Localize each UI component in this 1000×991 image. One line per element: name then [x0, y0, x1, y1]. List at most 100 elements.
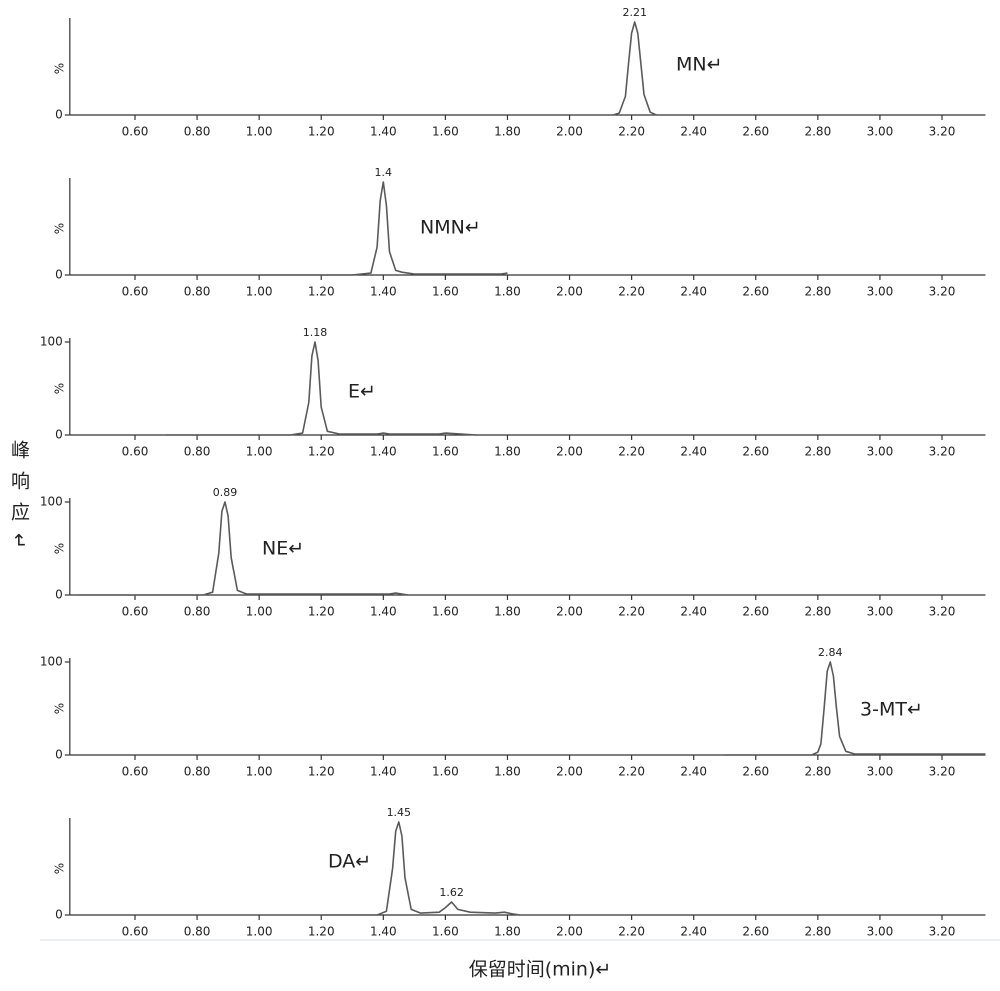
- x-tick-label: 1.20: [308, 925, 335, 939]
- x-tick-label: 0.80: [184, 925, 211, 939]
- x-axis-label: 保留时间(min)↵: [469, 959, 612, 981]
- trace: [321, 821, 521, 916]
- compound-label: NMN↵: [420, 217, 481, 239]
- peak-label: 1.45: [387, 806, 412, 819]
- y-label: %: [52, 223, 66, 234]
- trace: [612, 21, 657, 116]
- y-tick-label: 0: [55, 908, 63, 922]
- peak-label: 1.18: [303, 326, 328, 339]
- x-tick-label: 1.40: [370, 125, 397, 139]
- x-tick-label: 1.00: [246, 925, 273, 939]
- x-tick-label: 0.60: [122, 445, 149, 459]
- x-tick-label: 2.80: [804, 605, 831, 619]
- x-tick-label: 0.80: [184, 125, 211, 139]
- x-tick-label: 1.60: [432, 925, 459, 939]
- trace: [724, 661, 986, 756]
- compound-label: 3-MT↵: [860, 699, 923, 721]
- x-tick-label: 2.00: [556, 925, 583, 939]
- x-tick-label: 2.40: [680, 925, 707, 939]
- x-tick-label: 1.20: [308, 605, 335, 619]
- x-tick-label: 2.60: [742, 765, 769, 779]
- x-tick-label: 2.60: [742, 125, 769, 139]
- x-tick-label: 1.80: [494, 925, 521, 939]
- x-tick-label: 1.20: [308, 285, 335, 299]
- x-tick-label: 2.00: [556, 125, 583, 139]
- x-tick-label: 2.60: [742, 285, 769, 299]
- x-tick-label: 1.60: [432, 605, 459, 619]
- x-tick-label: 2.20: [618, 605, 645, 619]
- x-tick-label: 2.60: [742, 445, 769, 459]
- x-tick-label: 1.20: [308, 765, 335, 779]
- x-tick-label: 2.40: [680, 125, 707, 139]
- x-tick-label: 1.00: [246, 765, 273, 779]
- x-tick-label: 3.00: [867, 445, 894, 459]
- y-tick-label: 0: [55, 588, 63, 602]
- y-label: %: [52, 863, 66, 874]
- x-tick-label: 1.40: [370, 445, 397, 459]
- x-tick-label: 2.60: [742, 925, 769, 939]
- x-tick-label: 1.80: [494, 445, 521, 459]
- y-tick-label: 0: [55, 268, 63, 282]
- x-tick-label: 2.20: [618, 125, 645, 139]
- compound-label: DA↵: [328, 851, 371, 873]
- x-tick-label: 1.20: [308, 125, 335, 139]
- x-tick-label: 2.80: [804, 285, 831, 299]
- x-tick-label: 0.80: [184, 605, 211, 619]
- x-tick-label: 2.00: [556, 605, 583, 619]
- y-tick-label: 100: [40, 495, 63, 509]
- x-tick-label: 1.40: [370, 765, 397, 779]
- x-tick-label: 2.40: [680, 765, 707, 779]
- x-tick-label: 2.80: [804, 925, 831, 939]
- x-tick-label: 3.00: [867, 765, 894, 779]
- x-tick-label: 0.80: [184, 285, 211, 299]
- y-tick-label: 100: [40, 335, 63, 349]
- peak-label: 1.4: [375, 166, 393, 179]
- x-tick-label: 2.60: [742, 605, 769, 619]
- x-tick-label: 2.40: [680, 285, 707, 299]
- x-tick-label: 3.20: [929, 605, 956, 619]
- peak-label: 0.89: [213, 486, 238, 499]
- peak-label: 2.21: [622, 6, 647, 19]
- x-tick-label: 1.40: [370, 605, 397, 619]
- x-tick-label: 1.60: [432, 445, 459, 459]
- x-tick-label: 3.00: [867, 125, 894, 139]
- x-tick-label: 0.60: [122, 125, 149, 139]
- x-tick-label: 3.20: [929, 285, 956, 299]
- x-tick-label: 3.20: [929, 765, 956, 779]
- peak-label: 1.62: [439, 886, 464, 899]
- compound-label: MN↵: [676, 54, 723, 76]
- x-tick-label: 2.40: [680, 445, 707, 459]
- x-tick-label: 0.60: [122, 285, 149, 299]
- x-tick-label: 1.40: [370, 925, 397, 939]
- y-tick-label: 0: [55, 748, 63, 762]
- x-tick-label: 2.20: [618, 765, 645, 779]
- x-tick-label: 1.00: [246, 125, 273, 139]
- x-tick-label: 1.80: [494, 125, 521, 139]
- x-tick-label: 2.80: [804, 445, 831, 459]
- x-tick-label: 3.00: [867, 285, 894, 299]
- y-label: %: [52, 543, 66, 554]
- x-tick-label: 3.20: [929, 125, 956, 139]
- x-tick-label: 2.20: [618, 925, 645, 939]
- y-label: %: [52, 63, 66, 74]
- x-tick-label: 0.60: [122, 925, 149, 939]
- x-tick-label: 2.00: [556, 765, 583, 779]
- x-tick-label: 1.00: [246, 445, 273, 459]
- x-tick-label: 0.60: [122, 605, 149, 619]
- trace: [259, 181, 508, 276]
- x-tick-label: 3.20: [929, 445, 956, 459]
- x-tick-label: 2.00: [556, 445, 583, 459]
- trace: [166, 341, 477, 436]
- x-tick-label: 1.60: [432, 285, 459, 299]
- x-tick-label: 1.00: [246, 605, 273, 619]
- x-tick-label: 1.80: [494, 765, 521, 779]
- x-tick-label: 1.80: [494, 605, 521, 619]
- x-tick-label: 1.40: [370, 285, 397, 299]
- x-tick-label: 3.00: [867, 925, 894, 939]
- y-tick-label: 100: [40, 655, 63, 669]
- y-axis-label: 峰响应↵: [8, 440, 30, 561]
- y-label: %: [52, 703, 66, 714]
